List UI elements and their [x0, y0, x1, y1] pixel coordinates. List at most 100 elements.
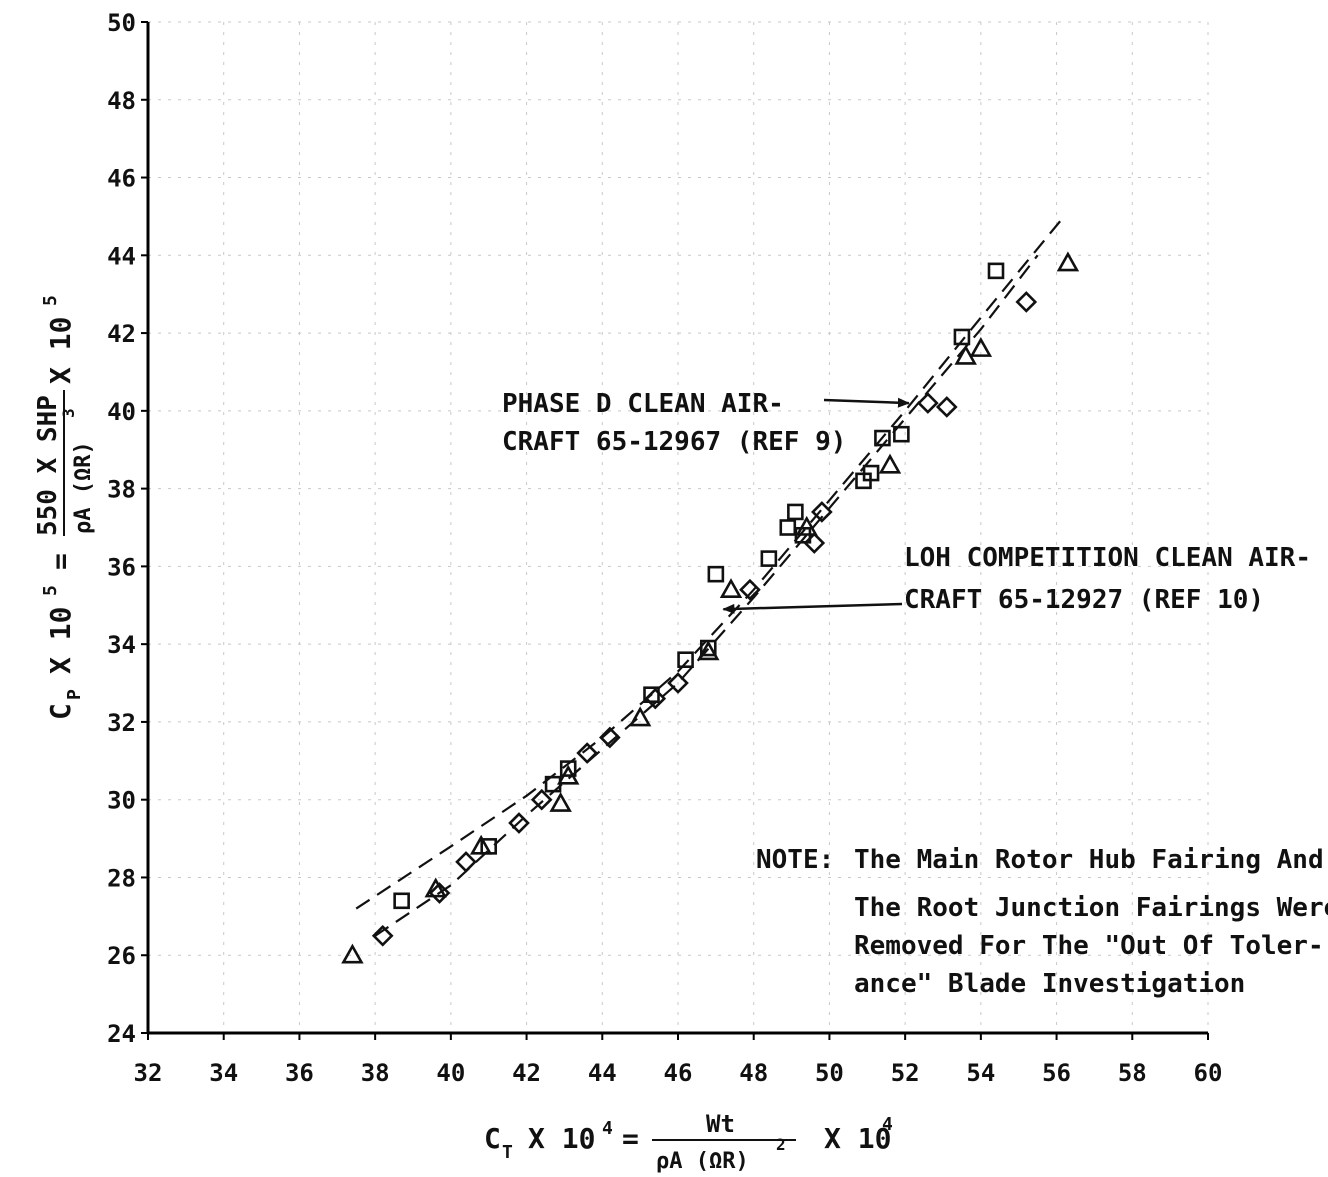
annotation-loh-line-1: LOH COMPETITION CLEAN AIR-: [904, 543, 1311, 573]
x-tick-label: 58: [1118, 1059, 1147, 1087]
square-point: [779, 519, 797, 536]
y-label-denominator: ρA (ΩR): [71, 441, 96, 534]
y-tick-label: 30: [107, 787, 136, 815]
y-tick-label: 40: [107, 398, 136, 426]
triangle-point: [556, 764, 580, 785]
annotation-phase-d-line-2: CRAFT 65-12967 (REF 9): [502, 427, 846, 457]
y-label-trail-exp: 5: [40, 295, 61, 306]
diamond-point: [739, 578, 761, 601]
y-tick-label: 32: [107, 709, 136, 737]
diamond-point: [428, 882, 451, 904]
y-tick-label: 50: [107, 9, 136, 37]
diamond-point: [455, 851, 477, 873]
note-line-3: Removed For The "Out Of Toler-: [854, 931, 1324, 961]
data-points: [341, 251, 1080, 964]
square-point: [559, 760, 577, 777]
y-label-den-exp: 3: [59, 408, 78, 418]
y-label-lhs-sub: P: [64, 689, 85, 700]
x-tick-label: 38: [361, 1059, 390, 1087]
note-prefix: NOTE:: [756, 845, 834, 875]
triangle-point: [954, 344, 977, 365]
square-point: [893, 425, 910, 443]
triangle-point: [469, 834, 493, 855]
y-tick-label: 24: [107, 1020, 136, 1048]
annotation-phase-d-line-1: PHASE D CLEAN AIR-: [502, 389, 784, 419]
x-tick-label: 36: [285, 1059, 314, 1087]
annotation-loh: LOH COMPETITION CLEAN AIR- CRAFT 65-1292…: [722, 543, 1311, 615]
diamond-point: [576, 742, 598, 764]
y-axis-label: C P X 10 5 = 550 X SHP ρA (ΩR) 3 X 10 5: [33, 295, 96, 720]
diamond-point: [803, 532, 826, 554]
x-label-lhs: C: [484, 1122, 501, 1155]
x-label-den-exp: 2: [776, 1135, 786, 1154]
x-label-lhs-sub: T: [502, 1142, 513, 1163]
triangle-point: [549, 791, 572, 812]
x-axis-label: C T X 10 4 = Wt ρA (ΩR) 2 X 10 4: [484, 1110, 893, 1174]
square-point: [862, 464, 880, 482]
note-line-2: The Root Junction Fairings Were: [854, 893, 1328, 923]
triangle-point: [1056, 251, 1080, 272]
triangle-point: [969, 336, 993, 357]
diamond-point: [599, 726, 621, 749]
x-tick-label: 54: [966, 1059, 995, 1087]
x-tick-label: 50: [815, 1059, 844, 1087]
diamond-point: [667, 672, 689, 694]
diamond-point: [935, 396, 958, 418]
x-label-exp: 4: [602, 1118, 613, 1139]
square-point: [677, 651, 694, 669]
x-tick-label: 40: [436, 1059, 465, 1087]
y-tick-label: 42: [107, 320, 136, 348]
y-label-exp: 5: [40, 585, 61, 596]
triangle-point: [697, 640, 720, 661]
square-point: [787, 503, 804, 521]
fit-curve-1: [355, 215, 1065, 910]
note-line-1: The Main Rotor Hub Fairing And: [854, 845, 1324, 875]
diamond-point: [508, 812, 530, 834]
x-label-trail: X 10: [824, 1122, 891, 1155]
x-label-eq: =: [622, 1122, 639, 1155]
annotation-loh-line-2: CRAFT 65-12927 (REF 10): [904, 585, 1264, 615]
y-label-eq: =: [44, 553, 77, 570]
x-tick-label: 42: [512, 1059, 541, 1087]
diamond-point: [530, 788, 553, 811]
y-tick-label: 34: [107, 631, 136, 659]
y-tick-label: 28: [107, 864, 136, 892]
x-tick-label: 44: [588, 1059, 617, 1087]
triangle-point: [878, 453, 902, 474]
y-label-trail: X 10: [44, 317, 77, 384]
square-point: [953, 328, 971, 346]
x-tick-label: 32: [134, 1059, 163, 1087]
note-line-4: ance" Blade Investigation: [854, 969, 1245, 999]
y-label-lhs: C: [44, 703, 77, 720]
square-point: [760, 550, 778, 567]
annotation-phase-d-arrow: [823, 397, 910, 408]
square-point: [707, 565, 725, 583]
y-tick-label: 26: [107, 942, 136, 970]
y-label-times: X 10: [44, 607, 77, 674]
square-point: [987, 262, 1005, 280]
y-tick-label: 46: [107, 165, 136, 193]
triangle-point: [719, 578, 743, 599]
x-label-times: X 10: [528, 1122, 595, 1155]
annotation-phase-d: PHASE D CLEAN AIR- CRAFT 65-12967 (REF 9…: [502, 389, 910, 457]
square-point: [874, 429, 891, 447]
y-tick-label: 36: [107, 553, 136, 581]
x-tick-label: 34: [209, 1059, 238, 1087]
x-tick-label: 46: [664, 1059, 693, 1087]
diamond-point: [371, 924, 394, 947]
triangle-point: [424, 877, 447, 898]
y-tick-label: 38: [107, 476, 136, 504]
triangle-point: [341, 943, 364, 964]
y-label-numerator: 550 X SHP: [33, 395, 63, 536]
triangle-point: [795, 515, 818, 536]
diamond-point: [1015, 291, 1038, 313]
grid-lines: [148, 21, 1209, 1033]
triangle-point: [628, 706, 652, 727]
y-tick-labels: 24 26 28 30 32 34 36 38 40 42 44 46 48 50: [107, 9, 148, 1048]
y-tick-label: 48: [107, 87, 136, 115]
square-point: [393, 892, 410, 910]
x-label-numerator: Wt: [706, 1110, 735, 1138]
y-tick-label: 44: [107, 242, 136, 270]
x-tick-labels: 32 34 36 38 40 42 44 46 48 50 52 54 56 58 60: [134, 1033, 1222, 1087]
